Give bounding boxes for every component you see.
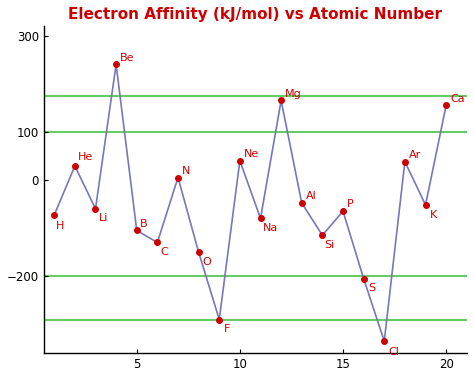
Text: K: K [429, 209, 437, 220]
Text: N: N [182, 166, 191, 176]
Text: C: C [161, 247, 168, 257]
Text: Si: Si [324, 240, 335, 250]
Text: Mg: Mg [285, 89, 302, 99]
Text: Li: Li [99, 214, 108, 223]
Text: Ne: Ne [244, 149, 259, 159]
Text: Cl: Cl [388, 347, 399, 357]
Text: P: P [347, 200, 354, 209]
Text: Ar: Ar [409, 150, 421, 160]
Text: O: O [203, 257, 211, 267]
Text: Na: Na [263, 223, 278, 233]
Text: B: B [140, 219, 147, 229]
Text: H: H [56, 221, 64, 231]
Title: Electron Affinity (kJ/mol) vs Atomic Number: Electron Affinity (kJ/mol) vs Atomic Num… [68, 7, 442, 22]
Text: He: He [78, 152, 93, 162]
Text: Ca: Ca [450, 94, 465, 104]
Text: S: S [368, 283, 375, 293]
Text: Be: Be [120, 53, 135, 63]
Text: F: F [223, 324, 230, 334]
Text: Al: Al [306, 191, 317, 201]
